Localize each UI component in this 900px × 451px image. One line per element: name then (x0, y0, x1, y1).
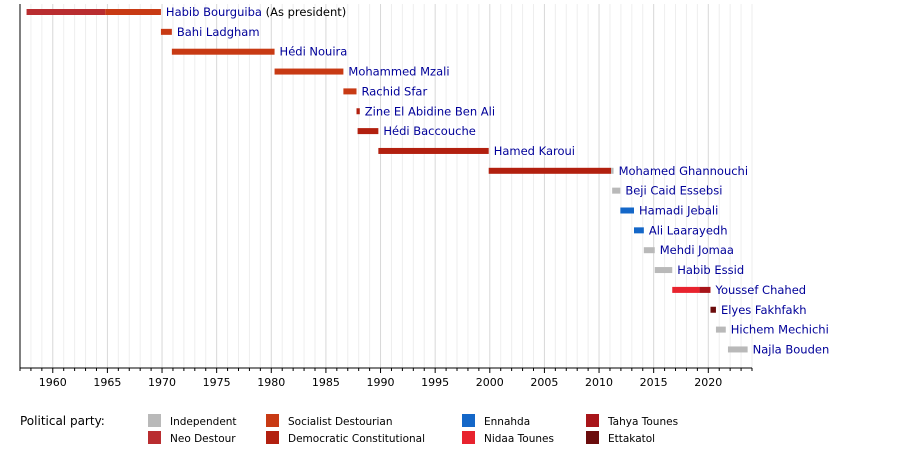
legend-label: Nidaa Tounes (484, 433, 554, 445)
legend-swatch (148, 431, 161, 444)
term-bar (710, 306, 716, 313)
person-name[interactable]: Najla Bouden (753, 342, 830, 356)
legend-label: Socialist Destourian (288, 416, 393, 428)
person-label[interactable]: Hichem Mechichi (731, 323, 829, 337)
person-name[interactable]: Mehdi Jomaa (660, 243, 734, 257)
legend-swatch (148, 414, 161, 427)
x-tick-label: 1965 (93, 376, 121, 389)
person-label[interactable]: Beji Caid Essebsi (625, 184, 722, 198)
person-label[interactable]: Hamed Karoui (494, 144, 575, 158)
x-tick-label: 2020 (694, 376, 722, 389)
term-bar (488, 167, 612, 174)
term-bar (634, 227, 644, 234)
x-tick-label: 2010 (585, 376, 613, 389)
person-name[interactable]: Elyes Fakhfakh (721, 303, 807, 317)
x-tick-label: 1975 (203, 376, 231, 389)
x-tick-label: 1980 (257, 376, 285, 389)
x-tick-label: 1995 (421, 376, 449, 389)
person-label[interactable]: Rachid Sfar (362, 84, 428, 98)
person-name[interactable]: Hichem Mechichi (731, 323, 829, 337)
person-label[interactable]: Hédi Nouira (280, 45, 348, 59)
x-tick-label: 1990 (367, 376, 395, 389)
person-name[interactable]: Mohamed Ghannouchi (619, 164, 748, 178)
legend-label: Democratic Constitutional (288, 433, 425, 445)
term-bar (620, 207, 635, 214)
term-bar (699, 286, 711, 293)
term-bar (727, 346, 748, 353)
person-label[interactable]: Zine El Abidine Ben Ali (365, 104, 495, 118)
person-name[interactable]: Ali Laarayedh (649, 223, 728, 237)
person-label[interactable]: Habib Bourguiba (As president) (166, 5, 346, 19)
person-name[interactable]: Habib Bourguiba (166, 5, 262, 19)
legend-swatch (586, 414, 599, 427)
person-label[interactable]: Elyes Fakhfakh (721, 303, 807, 317)
x-tick-label: 2005 (530, 376, 558, 389)
person-name[interactable]: Hamed Karoui (494, 144, 575, 158)
term-bar (715, 326, 726, 333)
term-bar (611, 167, 614, 174)
person-label[interactable]: Mohammed Mzali (348, 65, 449, 79)
term-bar (171, 48, 275, 55)
legend-swatch (266, 414, 279, 427)
term-bar (26, 9, 106, 15)
term-bar (643, 247, 655, 254)
person-label[interactable]: Habib Essid (677, 263, 744, 277)
term-bar (160, 28, 172, 35)
term-bar (654, 267, 673, 274)
legend-label: Neo Destour (170, 433, 236, 445)
person-name[interactable]: Zine El Abidine Ben Ali (365, 104, 495, 118)
legend-title: Political party: (20, 414, 105, 428)
legend-swatch (266, 431, 279, 444)
person-label[interactable]: Youssef Chahed (714, 283, 806, 297)
x-tick-label: 1970 (148, 376, 176, 389)
term-bar (357, 128, 379, 135)
legend-label: Independent (170, 416, 237, 428)
term-bar (672, 286, 700, 293)
person-label[interactable]: Hamadi Jebali (639, 204, 718, 218)
x-tick-label: 2015 (640, 376, 668, 389)
person-label[interactable]: Hédi Baccouche (383, 124, 475, 138)
term-bar (343, 88, 357, 95)
x-tick-label: 2000 (476, 376, 504, 389)
term-bar (378, 147, 489, 154)
x-tick-label: 1985 (312, 376, 340, 389)
legend-swatch (462, 414, 475, 427)
legend-label: Ettakatol (608, 433, 655, 445)
person-name[interactable]: Habib Essid (677, 263, 744, 277)
legend-swatch (586, 431, 599, 444)
person-name[interactable]: Mohammed Mzali (348, 65, 449, 79)
person-label[interactable]: Bahi Ladgham (177, 25, 260, 39)
person-name[interactable]: Hédi Nouira (280, 45, 348, 59)
term-bar (274, 68, 344, 75)
x-tick-label: 1960 (39, 376, 67, 389)
person-label[interactable]: Ali Laarayedh (649, 223, 728, 237)
person-name[interactable]: Hédi Baccouche (383, 124, 475, 138)
term-bar (612, 187, 621, 194)
legend-label: Ennahda (484, 416, 530, 428)
person-label[interactable]: Mohamed Ghannouchi (619, 164, 748, 178)
person-label[interactable]: Mehdi Jomaa (660, 243, 734, 257)
person-name[interactable]: Rachid Sfar (362, 84, 428, 98)
legend-swatch (462, 431, 475, 444)
person-name[interactable]: Beji Caid Essebsi (625, 184, 722, 198)
person-name[interactable]: Hamadi Jebali (639, 204, 718, 218)
term-bar (105, 9, 161, 15)
person-name[interactable]: Youssef Chahed (714, 283, 806, 297)
legend-label: Tahya Tounes (607, 416, 678, 428)
term-bar (356, 108, 360, 115)
person-note: (As president) (262, 5, 346, 19)
person-label[interactable]: Najla Bouden (753, 342, 830, 356)
person-name[interactable]: Bahi Ladgham (177, 25, 260, 39)
